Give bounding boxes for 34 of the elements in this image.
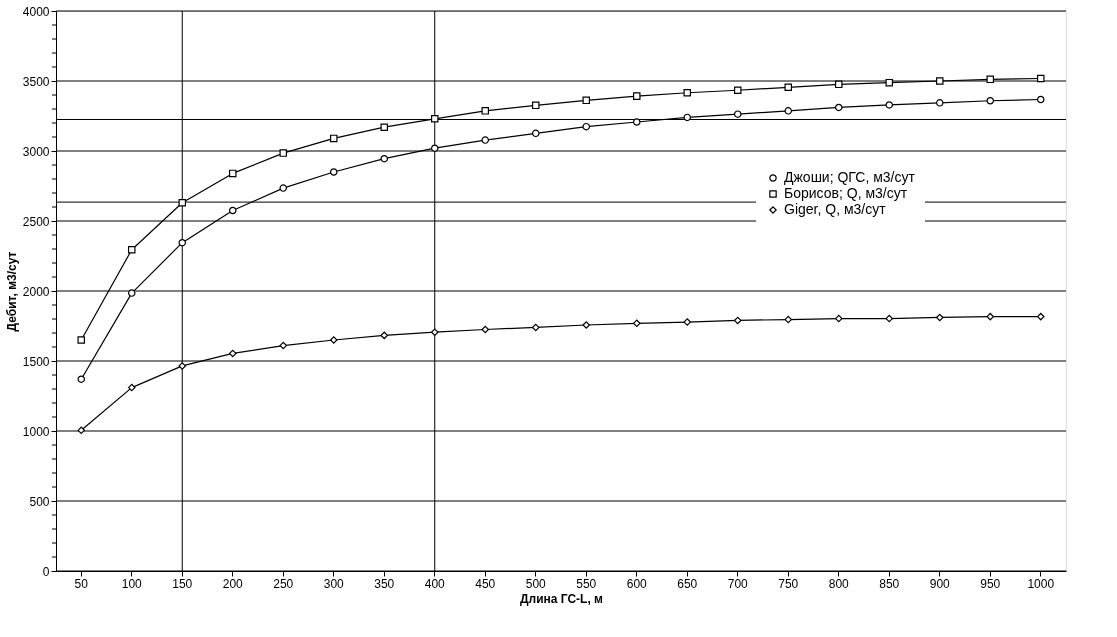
x-tick-label: 300 bbox=[323, 576, 345, 591]
x-tick-label: 150 bbox=[172, 576, 193, 591]
x-tick-label: 850 bbox=[879, 576, 900, 591]
x-tick-label: 600 bbox=[626, 576, 648, 591]
x-axis-title: Длина ГС-L, м bbox=[520, 591, 604, 606]
x-tick-label: 450 bbox=[475, 576, 496, 591]
x-tick-label: 500 bbox=[525, 576, 547, 591]
legend-label: Джоши; QГС, м3/сут bbox=[784, 169, 916, 185]
x-tick-label: 250 bbox=[273, 576, 294, 591]
x-tick-label: 800 bbox=[828, 576, 850, 591]
y-tick-label: 2500 bbox=[22, 214, 50, 229]
legend-label: Giger, Q, м3/сут bbox=[784, 201, 887, 217]
y-tick-label: 4000 bbox=[22, 4, 50, 19]
y-tick-label: 1500 bbox=[22, 354, 50, 369]
y-tick-label: 1000 bbox=[22, 424, 50, 439]
y-axis-title: Дебит, м3/сут bbox=[4, 251, 19, 332]
y-tick-label: 2000 bbox=[22, 284, 50, 299]
y-tick-label: 3500 bbox=[22, 74, 50, 89]
x-tick-label: 200 bbox=[222, 576, 244, 591]
legend-label: Борисов; Q, м3/сут bbox=[784, 185, 908, 201]
x-tick-label: 1000 bbox=[1027, 576, 1055, 591]
x-tick-label: 950 bbox=[980, 576, 1001, 591]
x-tick-label: 750 bbox=[778, 576, 799, 591]
x-tick-label: 550 bbox=[576, 576, 597, 591]
x-tick-label: 700 bbox=[727, 576, 749, 591]
x-tick-label: 650 bbox=[677, 576, 698, 591]
y-tick-label: 0 bbox=[42, 564, 50, 579]
y-tick-label: 500 bbox=[29, 494, 50, 509]
x-tick-label: 900 bbox=[929, 576, 951, 591]
x-tick-label: 50 bbox=[74, 576, 89, 591]
x-tick-label: 350 bbox=[374, 576, 395, 591]
y-tick-label: 3000 bbox=[22, 144, 50, 159]
x-tick-label: 400 bbox=[424, 576, 446, 591]
x-tick-label: 100 bbox=[121, 576, 143, 591]
